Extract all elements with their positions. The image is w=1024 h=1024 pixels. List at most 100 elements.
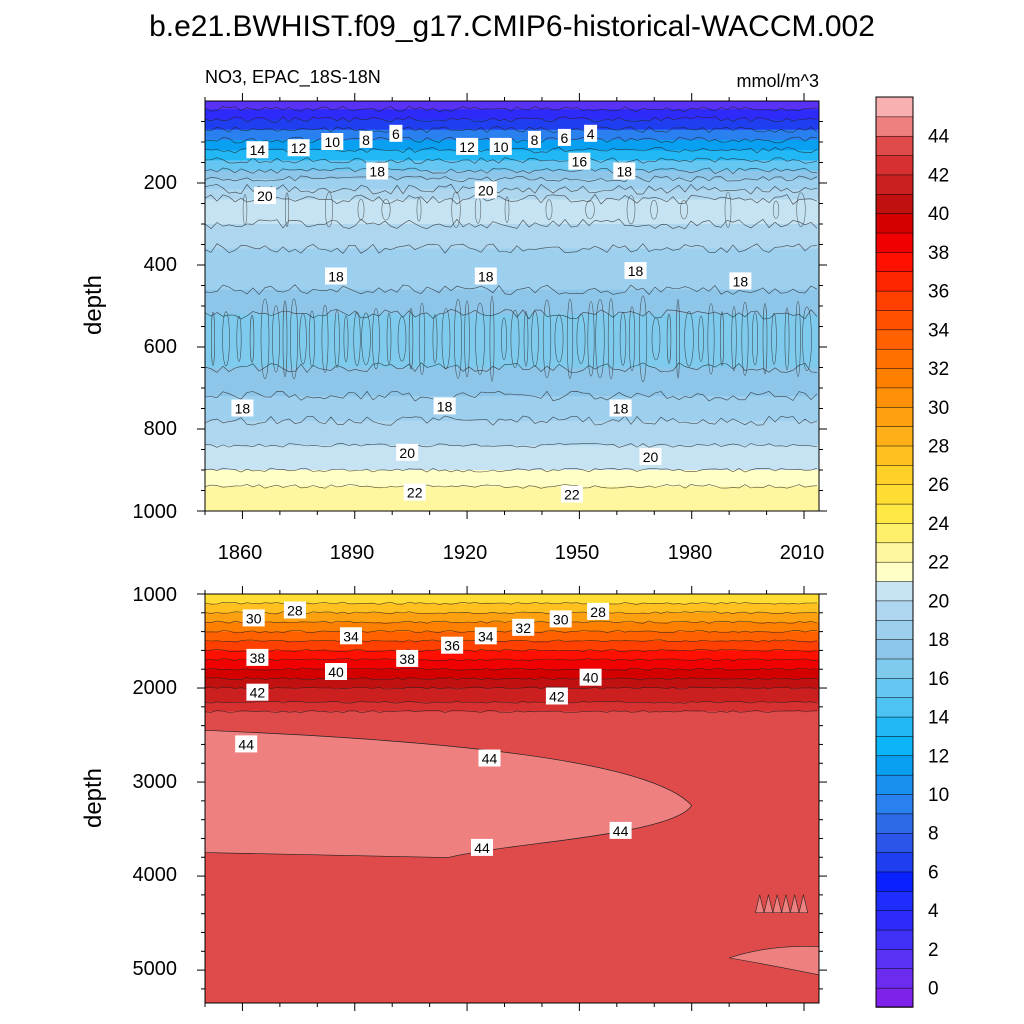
lower-panel-core-region [205, 729, 693, 858]
x-tick-label: 1950 [555, 542, 600, 564]
colorbar-label: 42 [928, 165, 949, 186]
contour-line [308, 310, 316, 367]
contour-line [205, 639, 818, 643]
colorbar-box [875, 503, 914, 524]
contour-line [386, 312, 392, 365]
colorbar-box [875, 658, 914, 679]
contour-line [451, 191, 461, 228]
upper-panel-plot-area [205, 101, 819, 511]
y-tick-label: 1000 [133, 501, 178, 523]
contour-line [650, 199, 658, 220]
contour-line [222, 311, 230, 367]
contour-label-text: 18 [478, 269, 494, 285]
contour-line [751, 312, 758, 366]
contour-label: 18 [609, 399, 632, 417]
lower-panel: 30 28 34 38 40 38 36 34 32 30 28 40 42 42 44 44 44 44 100… [80, 584, 827, 1011]
contour-label-text: 30 [246, 610, 262, 626]
contour-label-bg [587, 602, 610, 620]
contour-line [595, 299, 605, 379]
contour-label-text: 34 [478, 628, 494, 644]
x-tick-label: 1860 [218, 542, 263, 564]
contour-label: 30 [242, 609, 265, 627]
y-tick-label: 2000 [133, 677, 178, 699]
contour-band [205, 631, 819, 642]
contour-band [205, 178, 819, 191]
contour-label-text: 16 [572, 154, 588, 170]
contour-label: 22 [403, 483, 426, 501]
contour-line [676, 299, 680, 379]
contour-line [724, 191, 732, 228]
contour-line [205, 648, 818, 652]
upper-panel-contour-labels: 14 12 10 8 6 12 10 8 6 4 16 18 18 20 20 18 18 18 18 18 18 18 2… [231, 124, 752, 503]
contour-label: 18 [366, 162, 389, 180]
contour-line [205, 467, 818, 473]
colorbar-label: 2 [928, 940, 939, 961]
contour-label: 6 [389, 124, 403, 142]
contour-label: 42 [545, 687, 568, 705]
colorbar-box [875, 542, 914, 563]
contour-line [205, 183, 818, 195]
contour-band [205, 445, 819, 471]
contour-line [361, 312, 371, 365]
colorbar-box [875, 638, 914, 660]
contour-line [432, 314, 438, 364]
contour-band [205, 224, 819, 250]
contour-line [205, 620, 818, 624]
contour-line [795, 300, 801, 377]
contour-line [684, 311, 694, 367]
lower-panel-deep-spikes [754, 894, 809, 914]
contour-line [211, 311, 216, 366]
colorbar-box [875, 968, 914, 989]
contour-line [205, 157, 818, 164]
colorbar-box [875, 755, 914, 776]
colorbar-box [875, 251, 914, 272]
contour-label-text: 6 [392, 126, 400, 142]
colorbar-box [875, 871, 914, 892]
contour-line [554, 314, 564, 363]
colorbar-label: 32 [928, 359, 949, 380]
contour-band [205, 612, 819, 624]
contour-label-bg [340, 627, 362, 645]
contour-label: 18 [613, 162, 636, 180]
contour-line [651, 317, 661, 361]
contour-label: 8 [528, 130, 541, 148]
lower-panel-contour-labels: 30 28 34 38 40 38 36 34 32 30 28 40 42 42 44 44 44 44 [235, 601, 632, 856]
colorbar-label: 34 [928, 320, 950, 341]
contour-label: 28 [587, 602, 610, 620]
contour-line [397, 316, 407, 362]
upper-panel-subtitle-left: NO3, EPAC_18S-18N [205, 67, 381, 88]
contour-line [205, 443, 818, 448]
y-tick-label: 5000 [133, 958, 178, 980]
contour-line [707, 303, 715, 375]
contour-label-bg [246, 648, 269, 666]
contour-band [205, 199, 819, 225]
contour-label-text: 42 [250, 685, 266, 701]
contour-label-bg [528, 130, 541, 148]
colorbar-label: 22 [928, 553, 949, 574]
contour-line [290, 298, 298, 380]
contour-label-text: 20 [257, 188, 273, 204]
contour-line [441, 308, 451, 370]
contour-label: 10 [489, 137, 512, 155]
contour-band [205, 119, 819, 131]
contour-label-bg [474, 627, 497, 645]
figure-title: b.e21.BWHIST.f09_g17.CMIP6-historical-WA… [149, 10, 875, 43]
contour-label: 4 [584, 124, 598, 142]
lower-panel-ticks [197, 586, 827, 1011]
contour-line [489, 295, 495, 382]
contour-label: 42 [246, 683, 269, 701]
colorbar-box [875, 929, 914, 950]
contour-line [334, 309, 340, 368]
contour-line [321, 304, 329, 373]
colorbar-box [875, 793, 914, 815]
colorbar-box [875, 890, 914, 911]
colorbar-box [875, 948, 914, 970]
contour-label-bg [549, 610, 572, 628]
contour-line [205, 193, 818, 205]
colorbar-label: 30 [928, 398, 949, 419]
contour-label: 20 [639, 447, 662, 465]
colorbar-label: 44 [928, 127, 950, 148]
contour-band [205, 129, 819, 141]
colorbar-box [875, 290, 914, 311]
contour-band [205, 109, 819, 121]
